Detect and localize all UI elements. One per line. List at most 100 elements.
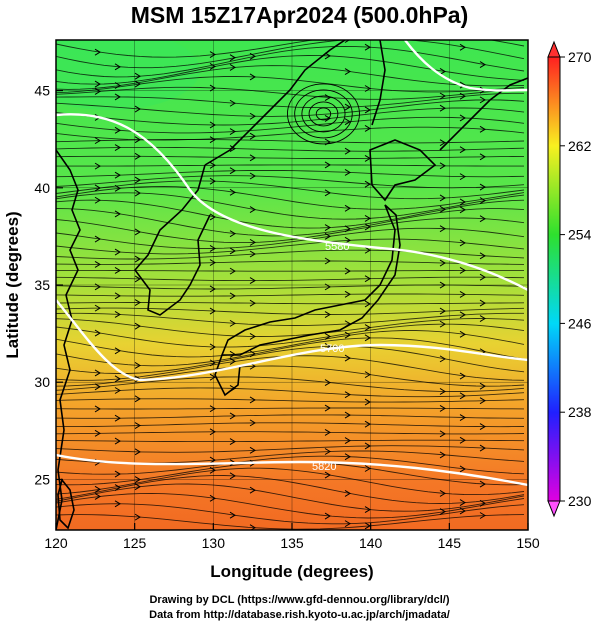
y-tick-label: 35 (34, 277, 50, 293)
streamline-arrow (364, 214, 371, 222)
streamline-arrow (134, 105, 141, 113)
streamline-arrow (249, 419, 256, 427)
streamline (56, 387, 525, 398)
streamline-arrow (114, 93, 121, 101)
streamline-arrow (364, 324, 371, 331)
streamline-arrow (344, 453, 351, 461)
streamline-arrow (479, 252, 486, 260)
streamline-arrow (249, 486, 256, 494)
streamline-arrow (229, 292, 236, 300)
streamline-arrow (229, 247, 236, 255)
streamline-arrow (459, 436, 466, 444)
streamline-arrow (209, 494, 216, 502)
height-contours (56, 40, 528, 487)
streamline-arrow (479, 153, 486, 161)
streamline-arrow (134, 395, 141, 403)
streamline-arrow (134, 152, 141, 160)
streamline (56, 455, 525, 475)
streamline-arrow (479, 423, 486, 431)
streamline (56, 467, 525, 496)
x-tick-label: 125 (123, 535, 147, 551)
streamline-arrow (94, 80, 101, 88)
x-axis-label: Longitude (degrees) (210, 562, 373, 581)
streamline (56, 431, 525, 435)
streamline-arrow (364, 334, 371, 342)
streamline-arrow (209, 285, 216, 293)
streamline-arrow (209, 456, 216, 464)
colorbar: 270 262 254 246 238 230 (547, 40, 592, 518)
streamline-arrow (324, 448, 331, 455)
colorbar-max-arrow (547, 40, 561, 58)
streamline-arrow (344, 331, 351, 339)
streamline-arrow (440, 31, 445, 37)
streamline (56, 323, 525, 348)
streamline-arrow (459, 146, 466, 154)
vortex-streamline (308, 101, 339, 127)
streamline (56, 45, 525, 78)
x-axis-ticks: 120 125 130 135 140 145 150 (44, 523, 540, 551)
colorbar-min-arrow (547, 500, 561, 518)
streamline-arrow (439, 259, 446, 267)
streamline (56, 92, 524, 109)
streamline-arrow (114, 267, 121, 274)
streamline-arrow (209, 405, 216, 413)
streamline-arrow (324, 428, 331, 436)
streamline-arrow (364, 125, 371, 132)
streamline (56, 40, 525, 58)
streamline-arrow (364, 522, 371, 530)
streamline-arrow (114, 184, 121, 192)
streamline-arrow (94, 493, 101, 500)
streamline-arrow (439, 388, 446, 395)
streamline-arrow (94, 162, 101, 170)
streamline (56, 86, 525, 100)
streamline-arrow (209, 213, 216, 221)
streamline-arrow (479, 197, 486, 205)
streamline-arrow (249, 206, 256, 214)
streamline-arrow (209, 84, 216, 92)
streamline-arrow (134, 228, 141, 236)
korea-coastline (133, 164, 211, 316)
streamline-arrow (479, 299, 486, 307)
streamline (56, 139, 525, 144)
streamline-arrow (364, 506, 371, 513)
streamline-arrow (439, 194, 446, 202)
streamline-arrow (209, 177, 216, 185)
streamline-arrow (249, 333, 256, 340)
streamline-arrow (229, 511, 236, 519)
vortex-streamline (294, 89, 353, 139)
streamline (56, 414, 525, 419)
streamline-arrow (249, 73, 256, 81)
streamline-arrow (94, 137, 101, 145)
streamline-arrow (114, 414, 121, 422)
streamline-arrow (94, 260, 101, 268)
streamline (56, 65, 525, 90)
vortex-streamline (301, 95, 346, 133)
streamline-arrow (229, 64, 236, 71)
streamline-arrow (344, 391, 351, 399)
streamline-arrow (229, 412, 236, 420)
streamline-arrow (344, 147, 351, 155)
streamline-arrow (249, 132, 256, 140)
streamline-arrow (459, 198, 466, 206)
streamline-arrow (134, 362, 141, 369)
streamline (56, 483, 525, 512)
streamline-arrow (249, 154, 256, 162)
streamline-arrow (344, 354, 351, 362)
streamline-arrow (439, 68, 446, 75)
streamline-arrow (459, 92, 466, 100)
streamline-arrow (209, 466, 216, 474)
streamline-arrow (459, 330, 466, 338)
streamline (56, 170, 525, 178)
streamline (56, 492, 525, 519)
streamline (56, 155, 525, 159)
streamline-arrow (249, 396, 256, 404)
y-axis-ticks: 25 30 35 40 45 (34, 83, 63, 487)
contour-5520 (404, 40, 528, 92)
streamline (56, 312, 524, 326)
streamline-arrow (114, 144, 121, 151)
streamline-arrow (459, 290, 466, 298)
streamline-arrow (344, 169, 351, 176)
streamline-arrow (344, 437, 351, 445)
streamline-arrow (439, 205, 446, 213)
streamline (56, 260, 525, 265)
